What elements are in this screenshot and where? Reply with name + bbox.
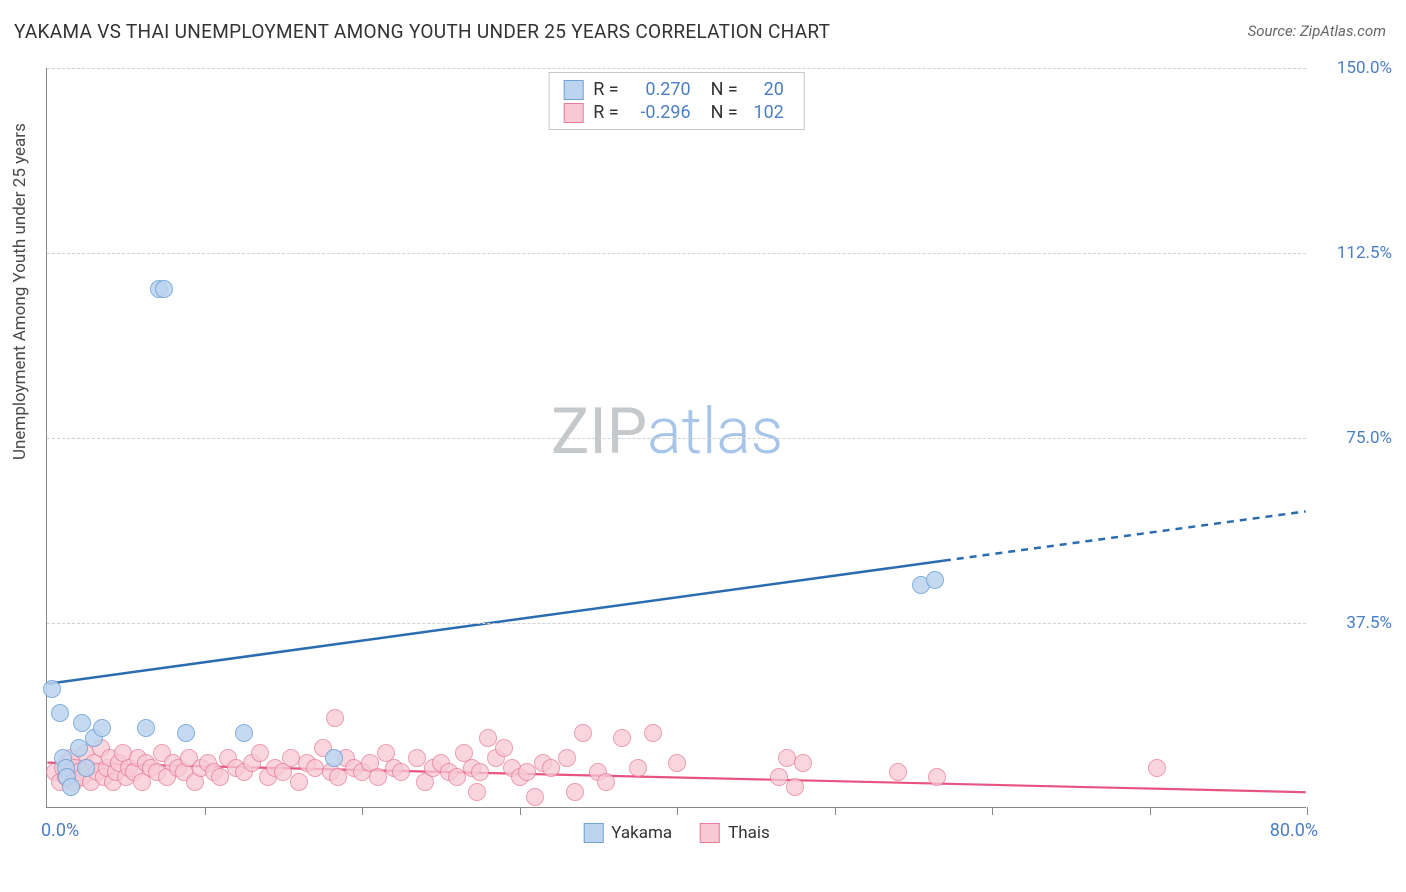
data-point-yakama: [51, 704, 69, 722]
data-point-yakama: [155, 280, 173, 298]
x-tick: [520, 807, 521, 815]
data-point-yakama: [325, 749, 343, 767]
gridline: [47, 438, 1306, 439]
data-point-yakama: [70, 739, 88, 757]
x-tick: [1307, 807, 1308, 815]
data-point-thais: [369, 768, 387, 786]
gridline: [47, 68, 1306, 69]
x-axis-min-label: 0.0%: [41, 820, 79, 841]
data-point-yakama: [137, 719, 155, 737]
data-point-thais: [613, 729, 631, 747]
data-point-thais: [928, 768, 946, 786]
x-tick: [677, 807, 678, 815]
y-tick-label: 37.5%: [1312, 613, 1392, 633]
data-point-thais: [471, 763, 489, 781]
data-point-thais: [889, 763, 907, 781]
swatch-yakama: [583, 823, 603, 843]
data-point-yakama: [43, 680, 61, 698]
data-point-thais: [629, 759, 647, 777]
gridline: [47, 623, 1306, 624]
data-point-thais: [329, 768, 347, 786]
data-point-thais: [290, 773, 308, 791]
x-tick: [835, 807, 836, 815]
data-point-thais: [786, 778, 804, 796]
y-tick-label: 112.5%: [1312, 243, 1392, 263]
data-point-thais: [542, 759, 560, 777]
data-point-thais: [211, 768, 229, 786]
legend-label-yakama: Yakama: [611, 823, 672, 843]
data-point-thais: [448, 768, 466, 786]
data-point-thais: [558, 749, 576, 767]
source-attribution: Source: ZipAtlas.com: [1248, 22, 1386, 40]
data-point-yakama: [77, 759, 95, 777]
gridline: [47, 253, 1306, 254]
data-point-thais: [392, 763, 410, 781]
plot-area: ZIPatlas R = 0.270 N = 20 R = -0.296 N =…: [46, 68, 1306, 808]
legend-item-thais: Thais: [700, 823, 770, 843]
series-legend: Yakama Thais: [583, 823, 770, 843]
data-point-thais: [495, 739, 513, 757]
x-tick: [205, 807, 206, 815]
data-point-thais: [644, 724, 662, 742]
data-point-thais: [566, 783, 584, 801]
data-point-yakama: [235, 724, 253, 742]
data-point-yakama: [73, 714, 91, 732]
data-point-thais: [326, 709, 344, 727]
legend-item-yakama: Yakama: [583, 823, 672, 843]
data-point-thais: [794, 754, 812, 772]
y-tick-label: 150.0%: [1312, 58, 1392, 78]
chart-container: YAKAMA VS THAI UNEMPLOYMENT AMONG YOUTH …: [0, 0, 1406, 892]
data-point-thais: [597, 773, 615, 791]
chart-title: YAKAMA VS THAI UNEMPLOYMENT AMONG YOUTH …: [14, 20, 830, 43]
legend-label-thais: Thais: [728, 823, 770, 843]
data-point-thais: [518, 763, 536, 781]
data-point-thais: [668, 754, 686, 772]
y-tick-label: 75.0%: [1312, 428, 1392, 448]
data-point-thais: [1148, 759, 1166, 777]
data-point-thais: [251, 744, 269, 762]
x-tick: [1150, 807, 1151, 815]
data-point-yakama: [177, 724, 195, 742]
swatch-thais: [700, 823, 720, 843]
data-point-yakama: [926, 571, 944, 589]
data-point-thais: [574, 724, 592, 742]
x-tick: [362, 807, 363, 815]
x-axis-max-label: 80.0%: [1270, 820, 1318, 841]
data-point-thais: [468, 783, 486, 801]
trend-line: [944, 511, 1306, 560]
x-tick: [992, 807, 993, 815]
data-point-thais: [526, 788, 544, 806]
data-point-yakama: [93, 719, 111, 737]
y-axis-label: Unemployment Among Youth under 25 years: [10, 123, 30, 460]
data-point-yakama: [62, 778, 80, 796]
